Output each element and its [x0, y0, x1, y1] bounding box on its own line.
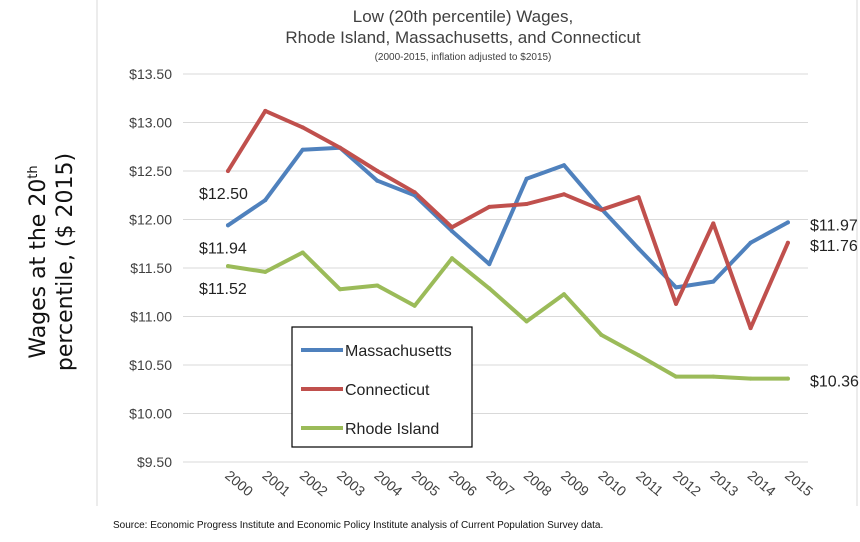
data-point-massachusetts [674, 285, 678, 290]
data-point-connecticut [748, 326, 753, 331]
y-axis-title-superscript: th [26, 165, 41, 178]
data-point-connecticut [450, 225, 454, 230]
y-tick-label: $12.00 [129, 212, 172, 228]
legend-label-connecticut: Connecticut [345, 382, 430, 399]
data-point-rhode-island [487, 286, 492, 291]
data-point-connecticut [524, 202, 529, 206]
data-labels: $12.50 $11.94 $11.52 $11.97 $11.76 $10.36 [199, 186, 859, 391]
y-tick-label: $11.50 [130, 260, 172, 276]
data-point-massachusetts [226, 223, 230, 228]
data-point-rhode-island [711, 374, 716, 379]
data-point-rhode-island [524, 319, 529, 324]
y-axis-title-main: Wages at the 20 [26, 179, 51, 359]
series-line-connecticut [226, 108, 790, 331]
data-point-massachusetts [487, 262, 492, 267]
y-axis-title-line2: percentile, ($ 2015) [53, 153, 78, 371]
data-point-rhode-island [226, 264, 230, 269]
source-note: Source: Economic Progress Institute and … [113, 520, 603, 531]
y-axis-title: Wages at the 20th percentile, ($ 2015) [26, 153, 78, 371]
data-point-connecticut [599, 207, 604, 212]
series-line-rhode-island [226, 250, 790, 381]
data-point-rhode-island [674, 374, 678, 379]
data-label: $10.36 [810, 374, 859, 391]
data-point-connecticut [636, 195, 641, 200]
data-point-rhode-island [748, 376, 753, 381]
y-tick-label: $9.50 [137, 454, 172, 470]
data-point-massachusetts [785, 220, 790, 225]
data-label: $12.50 [199, 186, 248, 203]
data-point-connecticut [487, 204, 492, 209]
gridlines [183, 73, 808, 463]
y-tick-labels: $9.50 $10.00 $10.50 $11.00 $11.50 $12.00 $12.5… [129, 66, 172, 470]
data-point-massachusetts [636, 246, 641, 251]
data-point-connecticut [562, 192, 566, 197]
data-point-connecticut [375, 169, 380, 173]
data-point-connecticut [300, 125, 305, 130]
series-lines [226, 108, 790, 381]
data-point-massachusetts [711, 279, 716, 284]
data-point-massachusetts [375, 178, 380, 183]
data-label: $11.94 [199, 240, 247, 257]
legend: Massachusetts Connecticut Rhode Island [291, 326, 473, 448]
data-point-rhode-island [412, 303, 417, 308]
data-point-massachusetts [412, 193, 417, 198]
y-tick-label: $13.00 [129, 115, 172, 131]
data-point-connecticut [785, 240, 790, 245]
data-points [226, 108, 790, 381]
data-point-rhode-island [375, 283, 380, 288]
data-point-connecticut [226, 169, 230, 173]
data-point-rhode-island [450, 256, 454, 261]
data-point-connecticut [412, 190, 417, 195]
chart-title: Low (20th percentile) Wages, [353, 7, 573, 26]
data-point-rhode-island [636, 353, 641, 358]
data-point-massachusetts [300, 147, 305, 152]
chart-title-line2: Rhode Island, Massachusetts, and Connect… [285, 28, 641, 47]
y-tick-label: $12.50 [129, 163, 172, 179]
y-axis-title-line1: Wages at the 20th [26, 165, 51, 358]
data-point-rhode-island [338, 287, 342, 292]
data-point-massachusetts [748, 240, 753, 245]
data-point-rhode-island [562, 292, 566, 297]
data-point-rhode-island [263, 269, 268, 274]
data-label: $11.52 [199, 281, 247, 298]
data-point-massachusetts [524, 176, 529, 181]
legend-label-massachusetts: Massachusetts [345, 343, 452, 360]
data-point-rhode-island [300, 250, 305, 255]
data-point-rhode-island [785, 376, 790, 381]
y-tick-label: $11.00 [130, 309, 172, 325]
data-point-connecticut [711, 221, 716, 226]
legend-label-rhode-island: Rhode Island [345, 421, 439, 438]
data-point-massachusetts [450, 229, 454, 234]
data-label: $11.76 [810, 238, 858, 255]
y-tick-label: $10.00 [129, 406, 172, 422]
y-tick-label: $13.50 [129, 66, 172, 82]
data-point-rhode-island [599, 332, 604, 337]
data-point-massachusetts [263, 198, 268, 203]
data-point-massachusetts [562, 163, 566, 168]
series-line-massachusetts [226, 145, 790, 290]
data-label: $11.97 [810, 217, 858, 234]
data-point-connecticut [338, 145, 342, 150]
data-point-connecticut [674, 301, 678, 306]
data-point-connecticut [263, 108, 268, 113]
y-tick-label: $10.50 [129, 357, 172, 373]
chart-subtitle: (2000-2015, inflation adjusted to $2015) [375, 52, 552, 63]
